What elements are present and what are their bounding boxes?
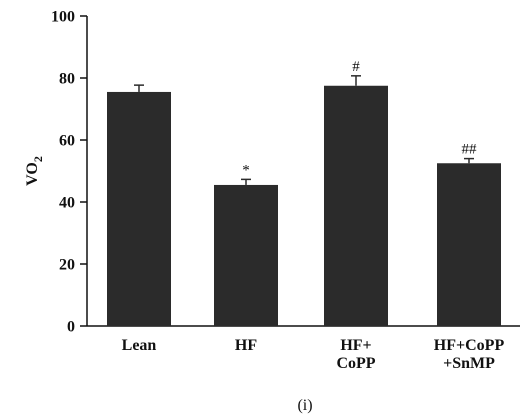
- panel-caption: (i): [297, 397, 312, 414]
- y-ticks: 0 20 40 60 80 100: [51, 9, 87, 336]
- bar: [437, 163, 501, 326]
- x-category-label: HF+: [340, 337, 371, 354]
- x-category-label: +SnMP: [443, 355, 495, 372]
- x-category-label: HF+CoPP: [434, 337, 505, 354]
- y-axis-label: VO2: [24, 156, 45, 186]
- x-category-label: HF: [235, 337, 257, 354]
- bar: [324, 85, 388, 326]
- x-category-label: CoPP: [336, 355, 375, 372]
- y-tick-label: 60: [59, 133, 75, 150]
- annotations: *###: [242, 59, 477, 179]
- bar: [214, 184, 278, 326]
- y-tick-label: 100: [51, 9, 75, 26]
- y-tick-label: 0: [67, 319, 75, 336]
- bars: [107, 85, 501, 326]
- y-tick-label: 20: [59, 257, 75, 274]
- significance-mark: #: [352, 59, 360, 75]
- y-tick-label: 80: [59, 71, 75, 88]
- error-bars: [134, 75, 474, 185]
- significance-mark: *: [242, 162, 250, 178]
- y-tick-label: 40: [59, 195, 75, 212]
- x-category-label: Lean: [122, 337, 157, 354]
- significance-mark: ##: [462, 142, 478, 158]
- bar: [107, 91, 171, 326]
